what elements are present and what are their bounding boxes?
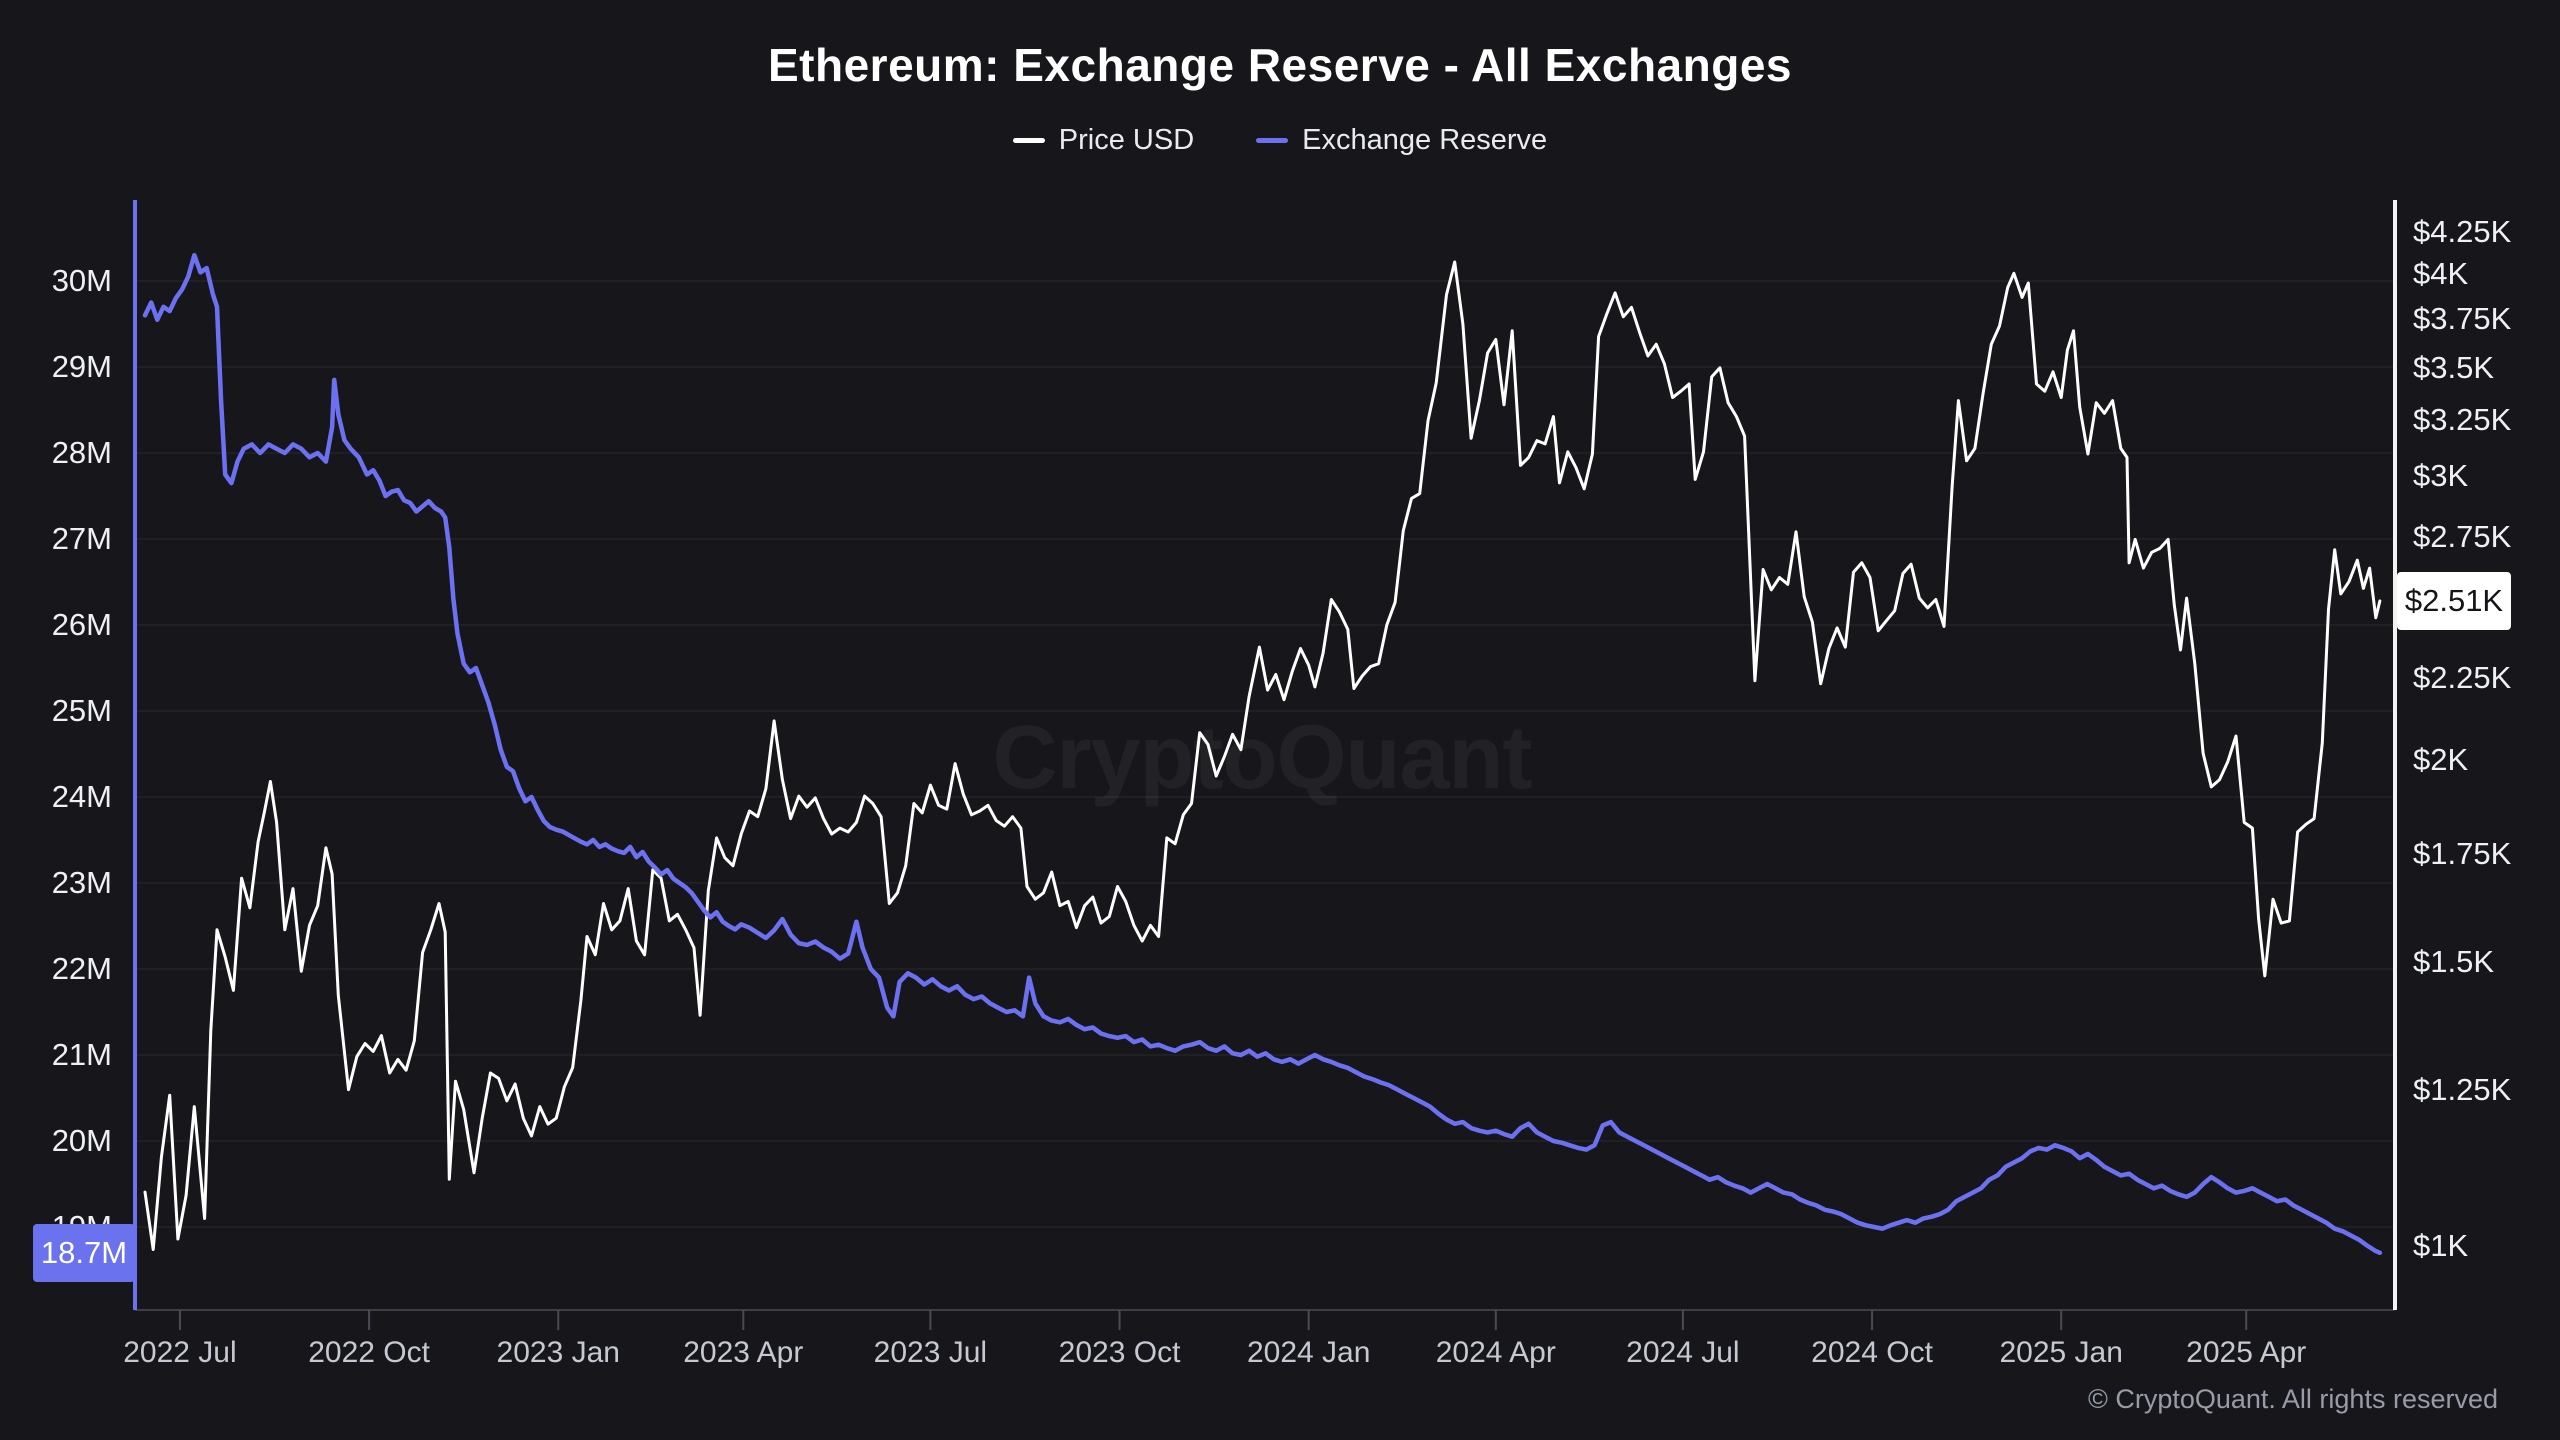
x-axis-label: 2023 Apr (683, 1336, 804, 1369)
y-axis-label-right: $1.75K (2413, 835, 2512, 871)
y-axis-label-right: $2K (2413, 742, 2469, 778)
y-axis-label-left: 29M (51, 349, 112, 384)
y-axis-label-left: 24M (51, 779, 112, 814)
y-axis-label-left: 30M (51, 263, 112, 298)
y-axis-label-left: 21M (51, 1037, 112, 1072)
reserve-line (142, 252, 2383, 1256)
reserve-last-value-badge: 18.7M (33, 1223, 135, 1282)
x-axis-label: 2024 Apr (1435, 1336, 1556, 1369)
y-axis-label-left: 23M (51, 865, 112, 900)
y-axis-label-right: $3K (2413, 457, 2469, 493)
legend-item-price[interactable]: Price USD (1012, 124, 1195, 157)
y-axis-label-right: $3.25K (2413, 401, 2512, 437)
price-last-value-badge: $2.51K (2397, 571, 2511, 630)
chart-legend: Price USD Exchange Reserve (0, 124, 2560, 157)
y-axis-label-left: 20M (51, 1123, 112, 1158)
x-axis-label: 2023 Jul (873, 1336, 988, 1369)
y-axis-label-left: 22M (51, 951, 112, 986)
price-line (143, 260, 2382, 1251)
x-axis-label: 2024 Jan (1246, 1336, 1371, 1369)
x-axis-label: 2022 Oct (308, 1336, 430, 1369)
x-axis-label: 2025 Jan (1999, 1336, 2123, 1369)
y-axis-label-right: $2.25K (2413, 659, 2512, 695)
y-axis-label-left: 27M (51, 521, 112, 556)
price-line-swatch-icon (1012, 138, 1045, 143)
reserve-line-swatch-icon (1256, 138, 1289, 143)
copyright-notice: © CryptoQuant. All rights reserved (2087, 1384, 2498, 1414)
y-axis-label-left: 26M (51, 607, 112, 642)
x-axis-label: 2025 Apr (2186, 1336, 2307, 1369)
legend-label-price: Price USD (1058, 124, 1195, 156)
y-axis-label-right: $3.75K (2413, 301, 2512, 337)
legend-item-reserve[interactable]: Exchange Reserve (1256, 124, 1547, 157)
x-axis-label: 2024 Jul (1626, 1336, 1740, 1369)
y-axis-label-right: $1K (2413, 1228, 2469, 1263)
y-axis-label-right: $2.75K (2413, 518, 2512, 554)
x-axis-label: 2024 Oct (1811, 1336, 1933, 1369)
y-axis-label-right: $1.25K (2413, 1071, 2512, 1107)
y-axis-label-left: 25M (51, 693, 112, 728)
legend-label-reserve: Exchange Reserve (1302, 124, 1548, 156)
page-title: Ethereum: Exchange Reserve - All Exchang… (767, 39, 1792, 91)
y-axis-label-left: 28M (51, 435, 112, 470)
y-axis-label-right: $3.5K (2413, 349, 2495, 385)
y-axis-label-right: $4K (2413, 256, 2469, 292)
x-axis-label: 2023 Jan (496, 1336, 620, 1369)
y-axis-label-right: $1.5K (2413, 943, 2495, 979)
x-axis-label: 2022 Jul (123, 1336, 237, 1369)
y-axis-label-right: $4.25K (2413, 213, 2512, 249)
x-axis-label: 2023 Oct (1058, 1336, 1181, 1369)
